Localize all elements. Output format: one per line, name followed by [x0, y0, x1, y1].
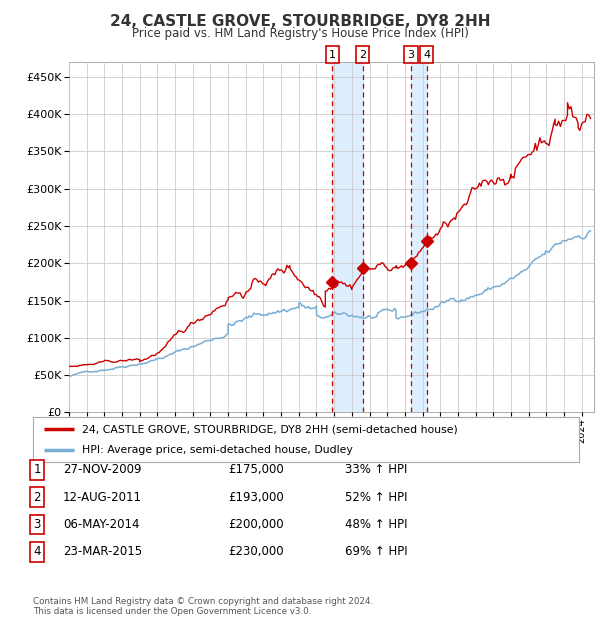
Text: 4: 4	[423, 50, 430, 60]
Text: Contains HM Land Registry data © Crown copyright and database right 2024.: Contains HM Land Registry data © Crown c…	[33, 597, 373, 606]
Text: 1: 1	[329, 50, 336, 60]
Text: 3: 3	[34, 518, 41, 531]
Text: 3: 3	[407, 50, 415, 60]
Text: HPI: Average price, semi-detached house, Dudley: HPI: Average price, semi-detached house,…	[82, 445, 353, 455]
Text: 52% ↑ HPI: 52% ↑ HPI	[345, 491, 407, 503]
Text: £175,000: £175,000	[228, 464, 284, 476]
Text: £200,000: £200,000	[228, 518, 284, 531]
Text: 24, CASTLE GROVE, STOURBRIDGE, DY8 2HH: 24, CASTLE GROVE, STOURBRIDGE, DY8 2HH	[110, 14, 490, 29]
Text: 4: 4	[34, 546, 41, 558]
Text: 2: 2	[359, 50, 367, 60]
Text: 06-MAY-2014: 06-MAY-2014	[63, 518, 139, 531]
Bar	[332, 62, 363, 412]
Text: Price paid vs. HM Land Registry's House Price Index (HPI): Price paid vs. HM Land Registry's House …	[131, 27, 469, 40]
Text: 23-MAR-2015: 23-MAR-2015	[63, 546, 142, 558]
Text: 12-AUG-2011: 12-AUG-2011	[63, 491, 142, 503]
Text: 69% ↑ HPI: 69% ↑ HPI	[345, 546, 407, 558]
Text: 24, CASTLE GROVE, STOURBRIDGE, DY8 2HH (semi-detached house): 24, CASTLE GROVE, STOURBRIDGE, DY8 2HH (…	[82, 424, 458, 435]
Text: This data is licensed under the Open Government Licence v3.0.: This data is licensed under the Open Gov…	[33, 606, 311, 616]
Text: 48% ↑ HPI: 48% ↑ HPI	[345, 518, 407, 531]
Text: 33% ↑ HPI: 33% ↑ HPI	[345, 464, 407, 476]
Text: 1: 1	[34, 464, 41, 476]
Bar	[411, 62, 427, 412]
Text: £230,000: £230,000	[228, 546, 284, 558]
Text: £193,000: £193,000	[228, 491, 284, 503]
Text: 27-NOV-2009: 27-NOV-2009	[63, 464, 142, 476]
Text: 2: 2	[34, 491, 41, 503]
